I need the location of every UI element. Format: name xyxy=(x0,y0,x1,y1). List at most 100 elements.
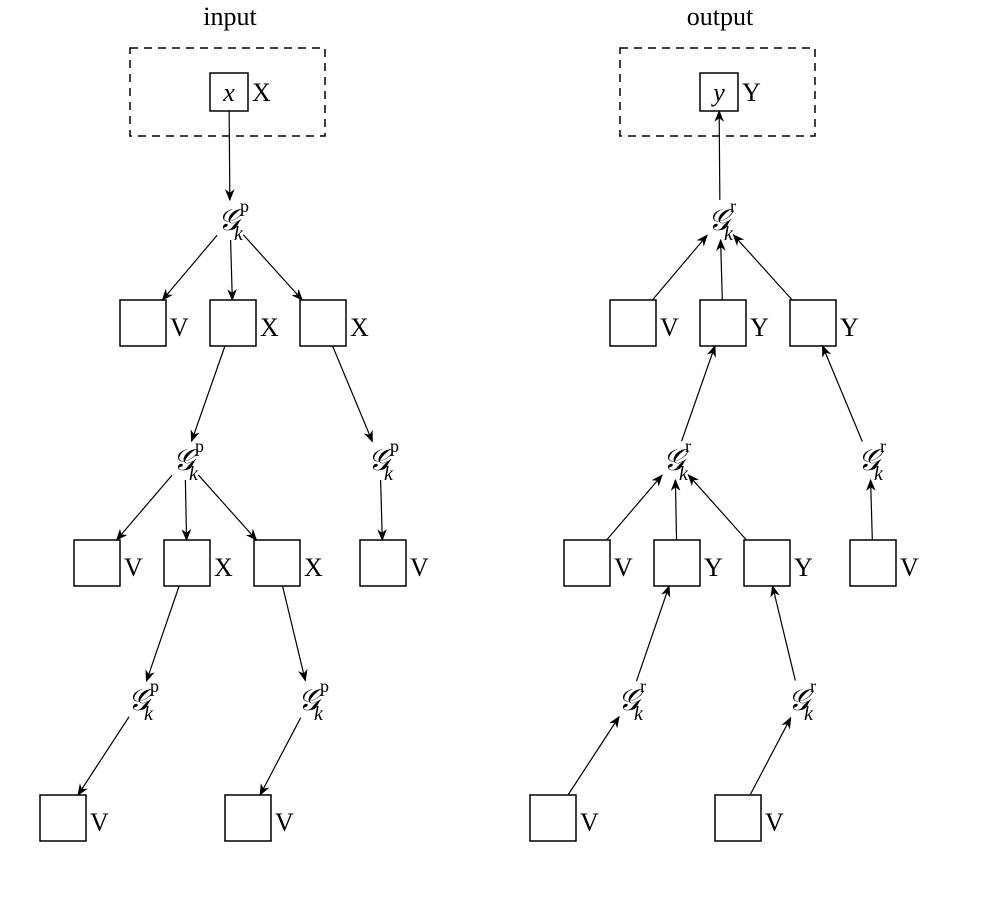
root-var: y xyxy=(710,78,725,107)
box-C5: Y xyxy=(654,540,723,586)
g-sup: r xyxy=(685,436,691,456)
box-rect xyxy=(164,540,210,586)
g-sup: p xyxy=(195,436,204,456)
box-rect xyxy=(360,540,406,586)
box-C6: Y xyxy=(744,540,813,586)
box-rect xyxy=(790,300,836,346)
g-sub: k xyxy=(314,703,324,725)
left-title: input xyxy=(203,2,257,31)
box-rect xyxy=(210,300,256,346)
g-sup: r xyxy=(810,676,816,696)
box-label: V xyxy=(410,553,429,582)
box-rect xyxy=(564,540,610,586)
edge xyxy=(192,346,225,441)
box-rect xyxy=(254,540,300,586)
box-rect xyxy=(74,540,120,586)
box-label: V xyxy=(90,808,109,837)
g-sub: k xyxy=(144,703,154,725)
g-node-Gr0: 𝒢rk xyxy=(708,196,736,245)
edge xyxy=(229,111,230,200)
box-rect xyxy=(715,795,761,841)
g-sup: p xyxy=(240,196,249,216)
g-node-Gp2: 𝒢pk xyxy=(368,436,399,485)
box-B2: X xyxy=(210,300,279,346)
g-sub: k xyxy=(679,463,689,485)
g-sub: k xyxy=(874,463,884,485)
edge xyxy=(568,717,619,795)
nodes-right: 𝒢rkVYY𝒢rk𝒢rkVYYV𝒢rk𝒢rkVV xyxy=(530,196,919,841)
box-C7: V xyxy=(850,540,919,586)
box-label: X xyxy=(214,553,233,582)
box-label: V xyxy=(614,553,633,582)
right-title: output xyxy=(687,2,754,31)
edge xyxy=(146,586,179,681)
diagram-canvas: inputxX𝒢pkVXX𝒢pk𝒢pkVXXV𝒢pk𝒢pkVVoutputyY𝒢… xyxy=(0,0,981,899)
box-C2: Y xyxy=(700,300,769,346)
box-rect xyxy=(744,540,790,586)
g-sub: k xyxy=(724,223,734,245)
edge xyxy=(871,480,873,540)
box-label: V xyxy=(580,808,599,837)
edge xyxy=(198,475,256,540)
g-sup: r xyxy=(640,676,646,696)
g-sup: p xyxy=(390,436,399,456)
root-var: x xyxy=(222,78,235,107)
box-B3: X xyxy=(300,300,369,346)
edge xyxy=(381,480,383,540)
box-B9: V xyxy=(225,795,294,841)
box-rect xyxy=(610,300,656,346)
edge xyxy=(750,718,791,795)
box-label: V xyxy=(124,553,143,582)
g-sup: p xyxy=(150,676,159,696)
g-sup: r xyxy=(730,196,736,216)
root-label: Y xyxy=(742,78,761,107)
edge xyxy=(823,346,863,442)
edge xyxy=(682,346,715,441)
box-C9: V xyxy=(715,795,784,841)
edge xyxy=(721,240,723,300)
box-B4: V xyxy=(74,540,143,586)
box-label: V xyxy=(900,553,919,582)
g-node-Gr1: 𝒢rk xyxy=(663,436,691,485)
box-C3: Y xyxy=(790,300,859,346)
box-B7: V xyxy=(360,540,429,586)
box-label: V xyxy=(275,808,294,837)
box-label: V xyxy=(170,313,189,342)
edge xyxy=(260,718,301,795)
box-rect xyxy=(654,540,700,586)
box-rect xyxy=(120,300,166,346)
g-sub: k xyxy=(384,463,394,485)
root-right: yY xyxy=(700,73,761,111)
g-sub: k xyxy=(189,463,199,485)
box-B6: X xyxy=(254,540,323,586)
edge xyxy=(117,475,172,540)
box-label: Y xyxy=(840,313,859,342)
edge xyxy=(733,235,792,300)
box-B1: V xyxy=(120,300,189,346)
box-label: Y xyxy=(750,313,769,342)
box-label: X xyxy=(304,553,323,582)
edge xyxy=(688,475,746,540)
g-node-Gp3: 𝒢pk xyxy=(128,676,159,725)
box-rect xyxy=(225,795,271,841)
edge xyxy=(773,586,796,681)
box-label: V xyxy=(660,313,679,342)
box-B5: X xyxy=(164,540,233,586)
box-C1: V xyxy=(610,300,679,346)
box-label: Y xyxy=(704,553,723,582)
g-node-Gp0: 𝒢pk xyxy=(218,196,249,245)
g-node-Gp4: 𝒢pk xyxy=(298,676,329,725)
g-sub: k xyxy=(804,703,814,725)
edge xyxy=(78,717,129,795)
box-C8: V xyxy=(530,795,599,841)
box-rect xyxy=(850,540,896,586)
box-C4: V xyxy=(564,540,633,586)
edge xyxy=(231,240,233,300)
edge xyxy=(162,235,217,300)
edge xyxy=(607,475,662,540)
root-left: xX xyxy=(210,73,271,111)
nodes-left: 𝒢pkVXX𝒢pk𝒢pkVXXV𝒢pk𝒢pkVV xyxy=(40,196,429,841)
edge xyxy=(675,480,676,540)
box-rect xyxy=(300,300,346,346)
edge xyxy=(719,111,720,200)
